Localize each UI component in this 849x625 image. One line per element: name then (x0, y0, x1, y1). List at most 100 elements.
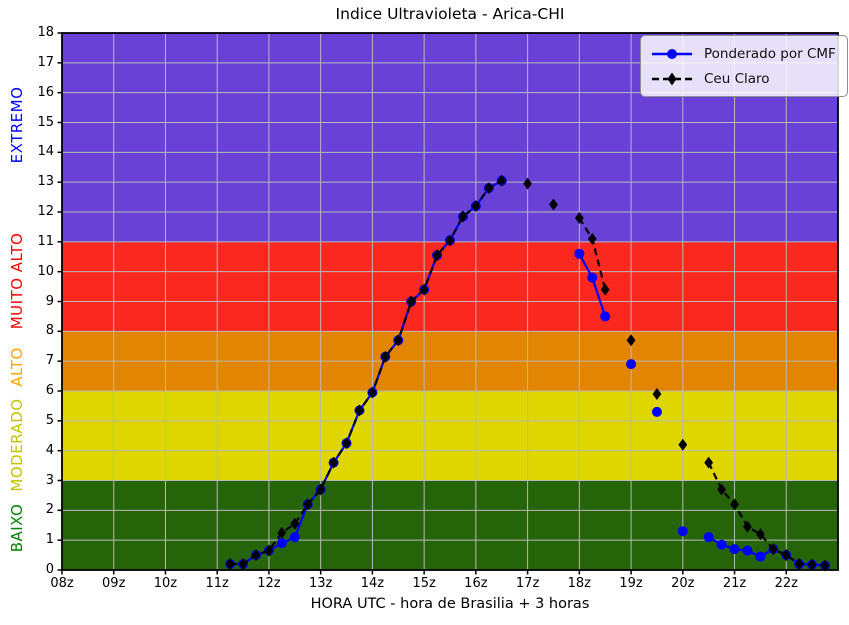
data-point-marker-diamond (290, 517, 300, 530)
series-line-ceu-claro (230, 179, 503, 566)
data-point-marker-diamond (458, 210, 468, 223)
data-point-marker-circle (626, 359, 637, 370)
data-point-marker-diamond (807, 558, 817, 571)
data-point-marker-diamond (380, 350, 390, 363)
data-point-marker-circle (651, 406, 662, 417)
legend-label-ponderado: Ponderado por CMF (704, 45, 836, 62)
legend: Ponderado por CMF Ceu Claro (640, 35, 848, 97)
x-tick-label: 18z (567, 576, 592, 591)
data-point-marker-diamond (587, 232, 597, 245)
data-point-marker-diamond (652, 387, 662, 400)
data-point-marker-diamond (497, 174, 507, 187)
chart-title: Indice Ultravioleta - Arica-CHI (335, 5, 565, 23)
data-point-marker-diamond (626, 334, 636, 347)
data-point-marker-circle (677, 526, 688, 537)
data-point-marker-diamond (678, 438, 688, 451)
data-point-marker-diamond (549, 198, 558, 211)
y-tick-label: 5 (45, 412, 54, 428)
data-point-marker-diamond (419, 283, 429, 296)
data-point-marker-circle (289, 532, 300, 543)
data-point-marker-diamond (704, 456, 714, 469)
y-tick-label: 4 (45, 442, 54, 458)
data-point-marker-diamond (484, 182, 494, 195)
x-axis-title: HORA UTC - hora de Brasilia + 3 horas (310, 596, 590, 612)
band-label-extremo: EXTREMO (8, 87, 26, 164)
y-tick-label: 14 (37, 144, 54, 160)
legend-label-ceu-claro: Ceu Claro (704, 70, 770, 87)
data-point-marker-diamond (743, 520, 752, 533)
x-tick-label: 15z (412, 576, 436, 591)
legend-swatch-solid-circle (652, 48, 692, 59)
y-tick-label: 1 (45, 532, 54, 548)
y-tick-label: 10 (37, 263, 54, 279)
data-point-marker-diamond (794, 558, 804, 571)
data-point-marker-circle (716, 539, 727, 550)
x-tick-label: 21z (722, 576, 747, 591)
series-line-ceu-claro (707, 462, 826, 567)
y-tick-label: 11 (37, 233, 54, 249)
data-point-marker-circle (742, 545, 753, 556)
y-tick-label: 15 (37, 114, 54, 130)
x-tick-label: 11z (205, 576, 229, 591)
data-point-marker-diamond (445, 234, 455, 247)
data-point-marker-diamond (303, 498, 313, 511)
data-point-marker-diamond (238, 558, 248, 571)
data-point-marker-diamond (251, 549, 261, 562)
y-tick-label: 2 (45, 502, 54, 518)
data-point-marker-diamond (225, 558, 235, 571)
data-point-marker-diamond (820, 559, 830, 572)
data-point-marker-circle (587, 272, 598, 283)
x-tick-label: 09z (102, 576, 126, 591)
data-point-marker-diamond (600, 283, 610, 296)
y-tick-label: 9 (45, 293, 54, 309)
data-point-marker-diamond (264, 544, 274, 557)
y-tick-label: 6 (45, 383, 54, 398)
y-tick-label: 0 (45, 562, 54, 577)
data-point-marker-circle (600, 311, 611, 322)
y-tick-label: 17 (37, 54, 54, 70)
data-point-marker-diamond (406, 295, 416, 308)
data-point-marker-circle (574, 248, 585, 259)
data-point-marker-circle (276, 538, 287, 549)
color-band-muito-alto (62, 241, 838, 332)
y-tick-label: 18 (37, 25, 54, 40)
x-tick-label: 08z (50, 576, 74, 591)
data-point-marker-diamond (768, 543, 778, 556)
data-point-marker-diamond (432, 249, 442, 262)
data-point-marker-diamond (342, 437, 351, 450)
data-point-marker-diamond (329, 456, 338, 469)
data-point-marker-diamond (316, 483, 326, 496)
band-label-moderado: MODERADO (8, 398, 26, 492)
data-point-marker-circle (703, 532, 714, 543)
y-tick-label: 12 (37, 204, 54, 219)
data-point-marker-diamond (781, 549, 791, 562)
data-point-marker-circle (755, 551, 766, 562)
data-point-marker-diamond (730, 498, 739, 511)
y-tick-label: 16 (37, 84, 54, 100)
data-point-marker-diamond (277, 526, 287, 539)
y-tick-label: 3 (45, 472, 54, 488)
x-tick-label: 13z (308, 576, 333, 591)
x-tick-label: 17z (515, 576, 540, 591)
x-tick-label: 20z (671, 576, 695, 591)
data-point-marker-diamond (717, 483, 726, 496)
legend-swatch-dashed-diamond (652, 72, 692, 85)
data-point-marker-circle (729, 544, 740, 555)
band-label-baixo: BAIXO (8, 503, 26, 553)
band-label-alto: ALTO (8, 347, 26, 387)
data-point-marker-diamond (393, 334, 403, 347)
x-tick-label: 10z (153, 576, 178, 591)
y-tick-label: 7 (45, 353, 54, 369)
data-point-marker-diamond (523, 177, 532, 190)
color-band-moderado (62, 391, 838, 481)
series-line-ponderado (708, 536, 826, 567)
data-point-marker-diamond (574, 211, 584, 224)
color-band-baixo (62, 480, 838, 570)
data-point-marker-diamond (368, 386, 377, 399)
x-tick-label: 22z (774, 576, 798, 591)
y-tick-label: 8 (45, 323, 54, 339)
band-label-muito-alto: MUITO ALTO (8, 232, 26, 329)
legend-item-ceu-claro: Ceu Claro (649, 66, 836, 91)
